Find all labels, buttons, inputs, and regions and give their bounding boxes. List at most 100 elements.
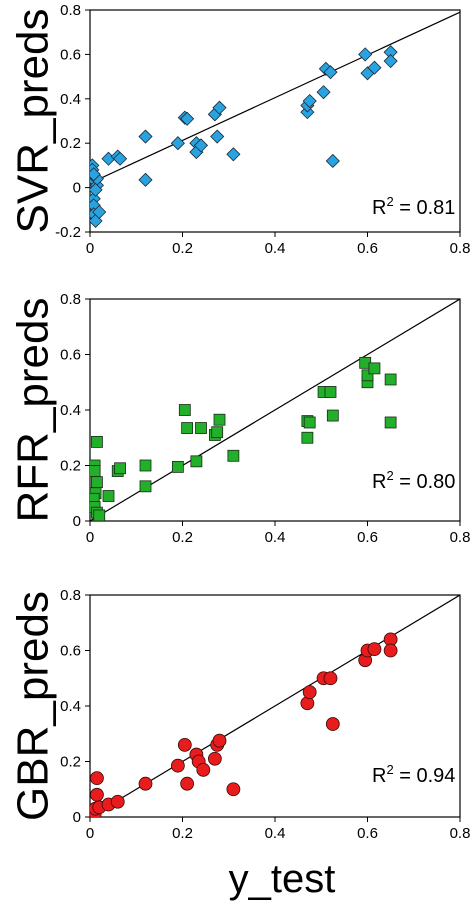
svr-plot-area (90, 11, 460, 228)
rfr-fit-line (90, 299, 460, 521)
svr-y-tick-label: 0.6 (60, 46, 81, 63)
gbr-r2-annotation: R2 = 0.94 (372, 762, 455, 787)
svr-data-point (210, 129, 225, 144)
rfr-y-axis-label: RFR_preds (9, 298, 58, 523)
svr-data-point (226, 147, 241, 162)
rfr-y-tick-label: 0.6 (60, 347, 81, 364)
gbr-data-point (383, 643, 398, 658)
rfr-data-point (102, 490, 115, 502)
gbr-data-point (325, 717, 340, 731)
gbr-y-tick-label: 0.4 (60, 698, 81, 715)
gbr-data-point (90, 771, 104, 786)
svr-y-tick-label: 0 (73, 180, 81, 197)
rfr-data-point (114, 462, 126, 475)
gbr-data-point (207, 751, 222, 766)
gbr-data-point (110, 794, 125, 809)
svr-data-point (302, 93, 317, 109)
x-axis-label: y_test (229, 857, 336, 901)
svr-x-tick-label: 0.2 (172, 240, 193, 257)
svr-data-point (90, 182, 103, 197)
rfr-data-point (91, 436, 103, 448)
rfr-x-tick-label: 0.4 (265, 529, 286, 546)
gbr-data-point (180, 776, 195, 791)
svr-data-point (90, 213, 103, 228)
gbr-y-axis-label: GBR_preds (9, 591, 58, 821)
rfr-x-tick-label: 0.2 (172, 529, 193, 546)
rfr-data-point (139, 480, 152, 493)
svr-data-point (316, 85, 331, 100)
svr-y-tick-label: 0.8 (60, 2, 81, 19)
svr-y-tick-label: 0.2 (60, 135, 81, 152)
gbr-x-tick-label: 0 (86, 825, 94, 842)
svr-x-tick-label: 0.4 (265, 240, 286, 257)
rfr-x-tick-label: 0 (86, 529, 94, 546)
gbr-x-tick-label: 0.8 (450, 825, 471, 842)
rfr-y-tick-label: 0.8 (60, 291, 81, 308)
gbr-data-point (170, 758, 185, 773)
rfr-data-point (361, 369, 374, 382)
gbr-data-point (300, 696, 315, 711)
svr-data-point (90, 167, 101, 182)
rfr-data-point (303, 416, 316, 429)
rfr-y-tick-label: 0 (73, 513, 81, 530)
rfr-data-point (368, 362, 381, 375)
svr-fit-line (90, 11, 460, 184)
svr-y-axis-label: SVR_preds (9, 8, 58, 233)
rfr-data-point (384, 416, 397, 429)
rfr-data-point (139, 459, 152, 472)
rfr-data-point (301, 431, 314, 444)
svr-y-tick-label: 0.4 (60, 91, 81, 108)
gbr-data-point (323, 671, 338, 686)
svr-data-point (358, 47, 373, 62)
svr-y-tick-label: -0.2 (55, 224, 81, 241)
svr-data-point (138, 172, 153, 187)
gbr-data-point (367, 642, 382, 657)
svr-x-tick-label: 0.6 (357, 240, 378, 257)
rfr-x-tick-label: 0.6 (357, 529, 378, 546)
gbr-data-point (196, 762, 211, 777)
rfr-data-point (211, 426, 224, 439)
gbr-data-point (212, 733, 227, 748)
rfr-plot-area (90, 299, 460, 521)
rfr-data-point (384, 373, 397, 386)
rfr-data-point (190, 455, 203, 468)
rfr-y-tick-label: 0.2 (60, 458, 81, 475)
rfr-data-point (227, 449, 240, 462)
rfr-data-point (181, 422, 194, 434)
gbr-y-tick-label: 0.2 (60, 754, 81, 771)
gbr-data-point (177, 737, 192, 752)
rfr-data-point (324, 386, 337, 398)
gbr-x-tick-label: 0.2 (172, 825, 193, 842)
rfr-data-point (178, 404, 191, 416)
rfr-data-point (326, 409, 339, 422)
svr-data-point (325, 153, 340, 169)
rfr-data-point (213, 413, 226, 426)
gbr-y-tick-label: 0.8 (60, 587, 81, 604)
rfr-y-tick-label: 0.4 (60, 402, 81, 419)
gbr-fit-line (90, 595, 460, 817)
svr-data-point (383, 53, 398, 69)
rfr-data-point (195, 422, 207, 434)
gbr-y-tick-label: 0.6 (60, 643, 81, 660)
gbr-y-tick-label: 0 (73, 809, 81, 826)
gbr-data-point (138, 776, 153, 791)
svr-r2-annotation: R2 = 0.81 (372, 194, 455, 219)
svr-x-tick-label: 0 (86, 240, 94, 257)
rfr-data-point (90, 465, 101, 477)
svr-data-point (170, 136, 185, 151)
svr-data-point (323, 65, 338, 80)
gbr-data-point (302, 685, 317, 700)
rfr-r2-annotation: R2 = 0.80 (372, 468, 455, 493)
svr-data-point (180, 111, 195, 126)
svr-data-point (193, 138, 209, 153)
rfr-data-point (93, 509, 106, 521)
gbr-x-tick-label: 0.4 (265, 825, 286, 842)
rfr-data-point (171, 460, 184, 473)
svr-data-point (92, 204, 107, 220)
svr-data-point (212, 100, 227, 115)
svr-data-point (138, 129, 153, 144)
svr-data-point (367, 60, 382, 75)
